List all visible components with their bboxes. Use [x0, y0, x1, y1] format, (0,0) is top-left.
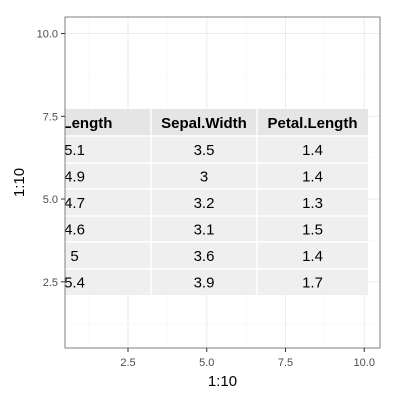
table-cell — [151, 189, 257, 216]
table-cell-value: 5.4 — [64, 275, 85, 292]
table-cell-value: 4.9 — [64, 169, 85, 186]
table-cell-value: 4.7 — [64, 195, 85, 212]
table-cell-value: 1.5 — [302, 222, 323, 239]
y-axis-title: 1:10 — [11, 168, 28, 197]
x-axis-title: 1:10 — [208, 373, 237, 390]
table-header-cell — [257, 109, 368, 136]
table-cell-value: 3.2 — [194, 195, 215, 212]
table-cell — [257, 163, 368, 189]
table-cell — [65, 242, 151, 269]
table-cell — [65, 216, 151, 242]
table-cell — [257, 189, 368, 216]
panel-border — [64, 16, 381, 349]
table-header-cell — [65, 109, 151, 136]
y-tick-label: 10.0 — [37, 29, 58, 41]
data-table: pal.Length Sepal.Width Petal.Length 5.1 3.5 1… — [37, 109, 368, 295]
table-cell-value: 1.4 — [302, 169, 323, 186]
x-tick-label: 7.5 — [278, 357, 293, 369]
table-cell — [65, 136, 151, 163]
table-cell — [151, 163, 257, 189]
table-cell-value: 3.9 — [194, 275, 215, 292]
table-cell-value: 1.4 — [302, 248, 323, 265]
table-header-cell — [151, 109, 257, 136]
table-cell-value: 5.1 — [64, 142, 85, 159]
table-cell-value: 1.7 — [302, 275, 323, 292]
table-column-header: Sepal.Width — [161, 115, 247, 132]
table-cell — [65, 269, 151, 295]
x-tick-label: 10.0 — [354, 357, 375, 369]
table-column-header: pal.Length — [37, 115, 113, 132]
table-cell-value: 4.6 — [64, 222, 85, 239]
table-cell-value: 3.1 — [194, 222, 215, 239]
x-tick-label: 2.5 — [120, 357, 135, 369]
y-tick-label: 5.0 — [43, 194, 58, 206]
table-cell-value: 3 — [200, 169, 208, 186]
table-cell — [257, 242, 368, 269]
table-cell-value: 3.5 — [194, 142, 215, 159]
table-cell — [65, 189, 151, 216]
axes: 2.5 5.0 7.5 10.0 2.5 5.0 7.5 10.0 — [37, 16, 381, 369]
table-cell — [151, 136, 257, 163]
table-cell — [151, 269, 257, 295]
table-cell-value: 5 — [70, 248, 78, 265]
x-tick-label: 5.0 — [199, 357, 214, 369]
table-cell — [65, 163, 151, 189]
table-cell — [257, 216, 368, 242]
table-cell-value: 3.6 — [194, 248, 215, 265]
y-tick-label: 2.5 — [43, 277, 58, 289]
table-cell — [257, 136, 368, 163]
table-cell — [257, 269, 368, 295]
table-cell — [151, 216, 257, 242]
table-column-header: Petal.Length — [267, 115, 357, 132]
table-group: pal.Length Sepal.Width Petal.Length 5.1 3.5 1… — [37, 109, 368, 295]
table-cell-value: 1.3 — [302, 195, 323, 212]
y-tick-label: 7.5 — [43, 111, 58, 123]
table-cell — [151, 242, 257, 269]
table-cell-value: 1.4 — [302, 142, 323, 159]
